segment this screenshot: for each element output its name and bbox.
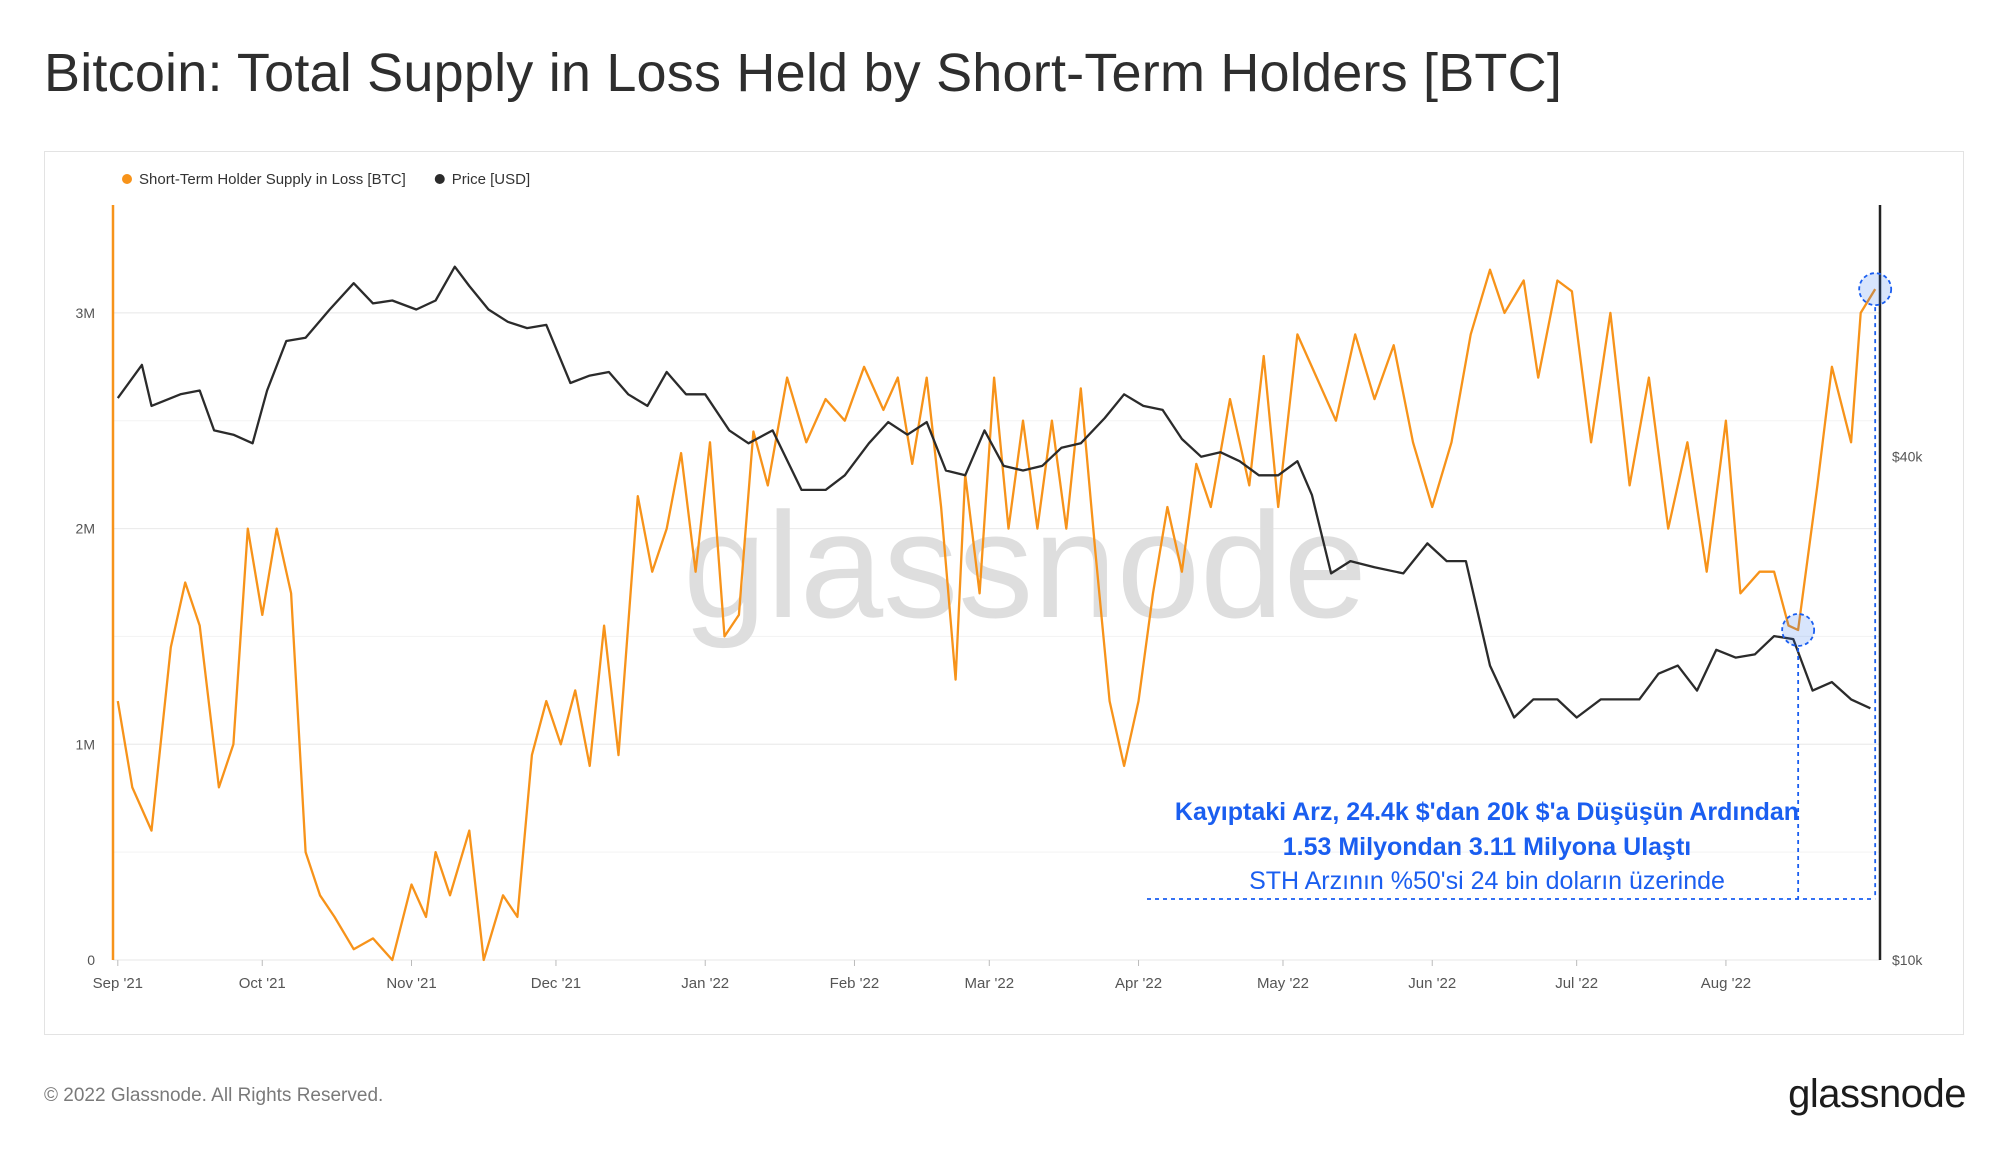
- x-tick-label: Jan '22: [681, 975, 729, 992]
- annotation-line-2: 1.53 Milyondan 3.11 Milyona Ulaştı: [1283, 833, 1691, 861]
- y-right-tick-label: $40k: [1892, 449, 1923, 465]
- legend-swatch: [434, 174, 445, 184]
- annotation-line-1: Kayıptaki Arz, 24.4k $'dan 20k $'a Düşüş…: [1175, 798, 1799, 826]
- watermark-group: glassnode: [683, 481, 1367, 649]
- x-tick-label: Aug '22: [1701, 975, 1751, 992]
- x-tick-label: Oct '21: [239, 975, 286, 992]
- x-tick-label: Dec '21: [531, 975, 581, 992]
- chart-panel: glassnode 0 1M 2M 3M $10k $40k Sep '21 Oct '21 N…: [44, 151, 1964, 1035]
- legend-item-price[interactable]: Price [USD]: [434, 171, 530, 188]
- y-left-tick-label: 1M: [76, 736, 95, 752]
- legend-swatch: [122, 174, 132, 184]
- x-tick-label: Sep '21: [93, 975, 143, 992]
- x-tick-label: Mar '22: [964, 975, 1014, 992]
- markers-group: [1147, 272, 1893, 900]
- glassnode-logo[interactable]: glassnode: [1788, 1072, 1966, 1116]
- y-left-tick-label: 3M: [76, 305, 95, 321]
- footer-copyright: © 2022 Glassnode. All Rights Reserved.: [44, 1085, 384, 1106]
- y-right-tick-label: $10k: [1892, 952, 1923, 968]
- series-line-price[interactable]: [116, 265, 1871, 719]
- legend-label: Short-Term Holder Supply in Loss [BTC]: [139, 171, 406, 188]
- marker-low[interactable]: [1781, 613, 1816, 647]
- legend-item-supply[interactable]: Short-Term Holder Supply in Loss [BTC]: [122, 171, 406, 188]
- legend-label: Price [USD]: [452, 171, 530, 188]
- x-tick-label: Nov '21: [386, 975, 436, 992]
- page-title: Bitcoin: Total Supply in Loss Held by Sh…: [44, 43, 1563, 103]
- annotation: Kayıptaki Arz, 24.4k $'dan 20k $'a Düşüş…: [1175, 798, 1799, 895]
- series-line-supply[interactable]: [116, 268, 1877, 962]
- chart-canvas: glassnode 0 1M 2M 3M $10k $40k Sep '21 Oct '21 N…: [76, 171, 1924, 992]
- series-group: [116, 265, 1877, 962]
- axes: 0 1M 2M 3M $10k $40k Sep '21 Oct '21 Nov '21 Dec …: [76, 205, 1923, 992]
- x-tick-label: Feb '22: [830, 975, 880, 992]
- x-tick-label: Jun '22: [1408, 975, 1456, 992]
- gridlines: [113, 312, 1880, 961]
- watermark-text: glassnode: [683, 481, 1367, 649]
- annotation-line-3: STH Arzının %50'si 24 bin doların üzerin…: [1249, 867, 1725, 895]
- x-tick-label: May '22: [1257, 975, 1309, 992]
- x-tick-label: Jul '22: [1555, 975, 1598, 992]
- y-left-tick-label: 2M: [76, 521, 95, 537]
- marker-high[interactable]: [1858, 272, 1893, 307]
- y-left-tick-label: 0: [87, 952, 95, 968]
- legend[interactable]: Short-Term Holder Supply in Loss [BTC] Pr…: [122, 171, 530, 188]
- x-tick-label: Apr '22: [1115, 975, 1162, 992]
